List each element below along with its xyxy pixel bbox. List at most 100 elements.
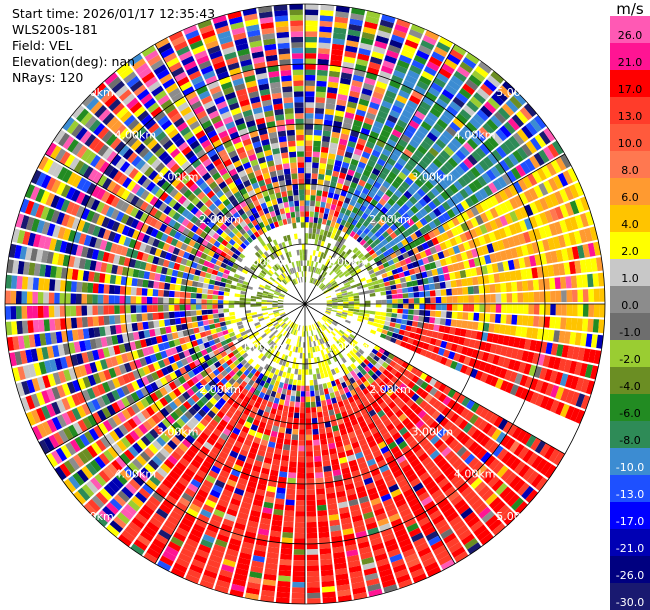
velocity-gate [305,167,312,174]
velocity-gate [345,174,353,182]
velocity-gate [284,510,295,517]
velocity-gate [415,272,423,280]
velocity-gate [465,208,475,219]
velocity-gate [373,120,384,129]
velocity-gate [495,304,502,313]
velocity-gate [311,184,317,190]
velocity-gate [280,365,285,372]
velocity-gate [350,181,358,189]
velocity-gate [459,161,470,173]
velocity-gate [290,445,298,452]
velocity-gate [397,254,405,262]
velocity-gate [483,101,497,114]
velocity-gate [305,194,310,201]
velocity-gate [310,401,316,408]
velocity-gate [387,44,401,54]
velocity-gate [21,276,29,290]
velocity-gate [408,29,423,39]
velocity-gate [486,118,499,132]
velocity-gate [306,467,314,474]
velocity-gate [5,290,11,304]
velocity-gate [332,227,338,234]
velocity-gate [353,171,362,179]
velocity-gate [427,255,435,263]
velocity-gate [549,208,559,222]
velocity-gate [277,404,284,411]
velocity-gate [385,290,392,295]
velocity-gate [136,313,143,322]
velocity-gate [70,281,77,292]
velocity-gate [331,297,338,300]
velocity-gate [426,111,439,123]
velocity-gate [348,95,359,104]
velocity-gate [429,246,437,255]
velocity-gate [377,110,388,119]
velocity-gate [313,450,321,457]
velocity-gate [440,190,450,201]
velocity-gate [339,138,348,146]
velocity-gate [322,265,327,271]
velocity-gate [21,291,28,304]
velocity-gate [548,223,558,236]
velocity-gate [343,117,354,125]
velocity-gate [305,369,309,375]
velocity-gate [272,329,278,335]
velocity-gate [348,301,355,304]
velocity-gate [185,292,191,298]
velocity-gate [445,256,453,265]
velocity-gate [299,418,305,424]
velocity-gate [192,321,199,328]
velocity-gate [427,276,435,284]
velocity-gate [499,250,508,261]
velocity-gate [282,526,294,533]
velocity-gate [599,288,605,302]
velocity-gate [296,494,305,501]
velocity-gate [316,86,327,93]
velocity-gate [347,204,354,212]
velocity-gate [306,505,316,512]
velocity-gate [359,231,367,239]
velocity-gate [296,390,301,397]
velocity-gate [289,461,297,468]
velocity-gate [313,279,318,285]
velocity-gate [592,319,600,333]
velocity-gate [388,326,395,332]
velocity-gate [306,478,315,484]
velocity-gate [305,189,311,195]
velocity-gate [432,197,442,207]
velocity-gate [337,307,343,310]
velocity-gate [399,194,409,203]
velocity-gate [312,278,316,284]
velocity-gate [452,44,467,56]
velocity-gate [366,223,374,231]
velocity-gate [312,428,319,435]
velocity-gate [54,318,61,331]
velocity-gate [10,306,17,320]
velocity-gate [81,293,87,304]
velocity-gate [316,223,322,230]
velocity-gate [484,304,491,313]
velocity-gate [207,289,214,295]
velocity-gate [422,96,435,107]
velocity-gate [347,293,354,297]
velocity-gate [288,406,295,413]
velocity-gate [317,69,328,76]
velocity-gate [387,259,395,266]
velocity-gate [527,173,538,186]
velocity-gate [455,279,463,287]
velocity-gate [428,211,437,220]
velocity-gate [315,472,324,479]
velocity-gate [364,207,372,216]
velocity-gate [500,282,507,293]
velocity-gate [428,283,436,290]
velocity-gate [103,294,109,304]
velocity-gate [306,516,317,523]
velocity-gate [391,104,403,114]
velocity-gate [381,167,391,176]
velocity-gate [414,229,423,238]
velocity-gate [499,202,509,214]
velocity-gate [501,173,512,186]
velocity-gate [276,409,283,416]
velocity-gate [286,488,296,495]
velocity-gate [571,318,578,331]
